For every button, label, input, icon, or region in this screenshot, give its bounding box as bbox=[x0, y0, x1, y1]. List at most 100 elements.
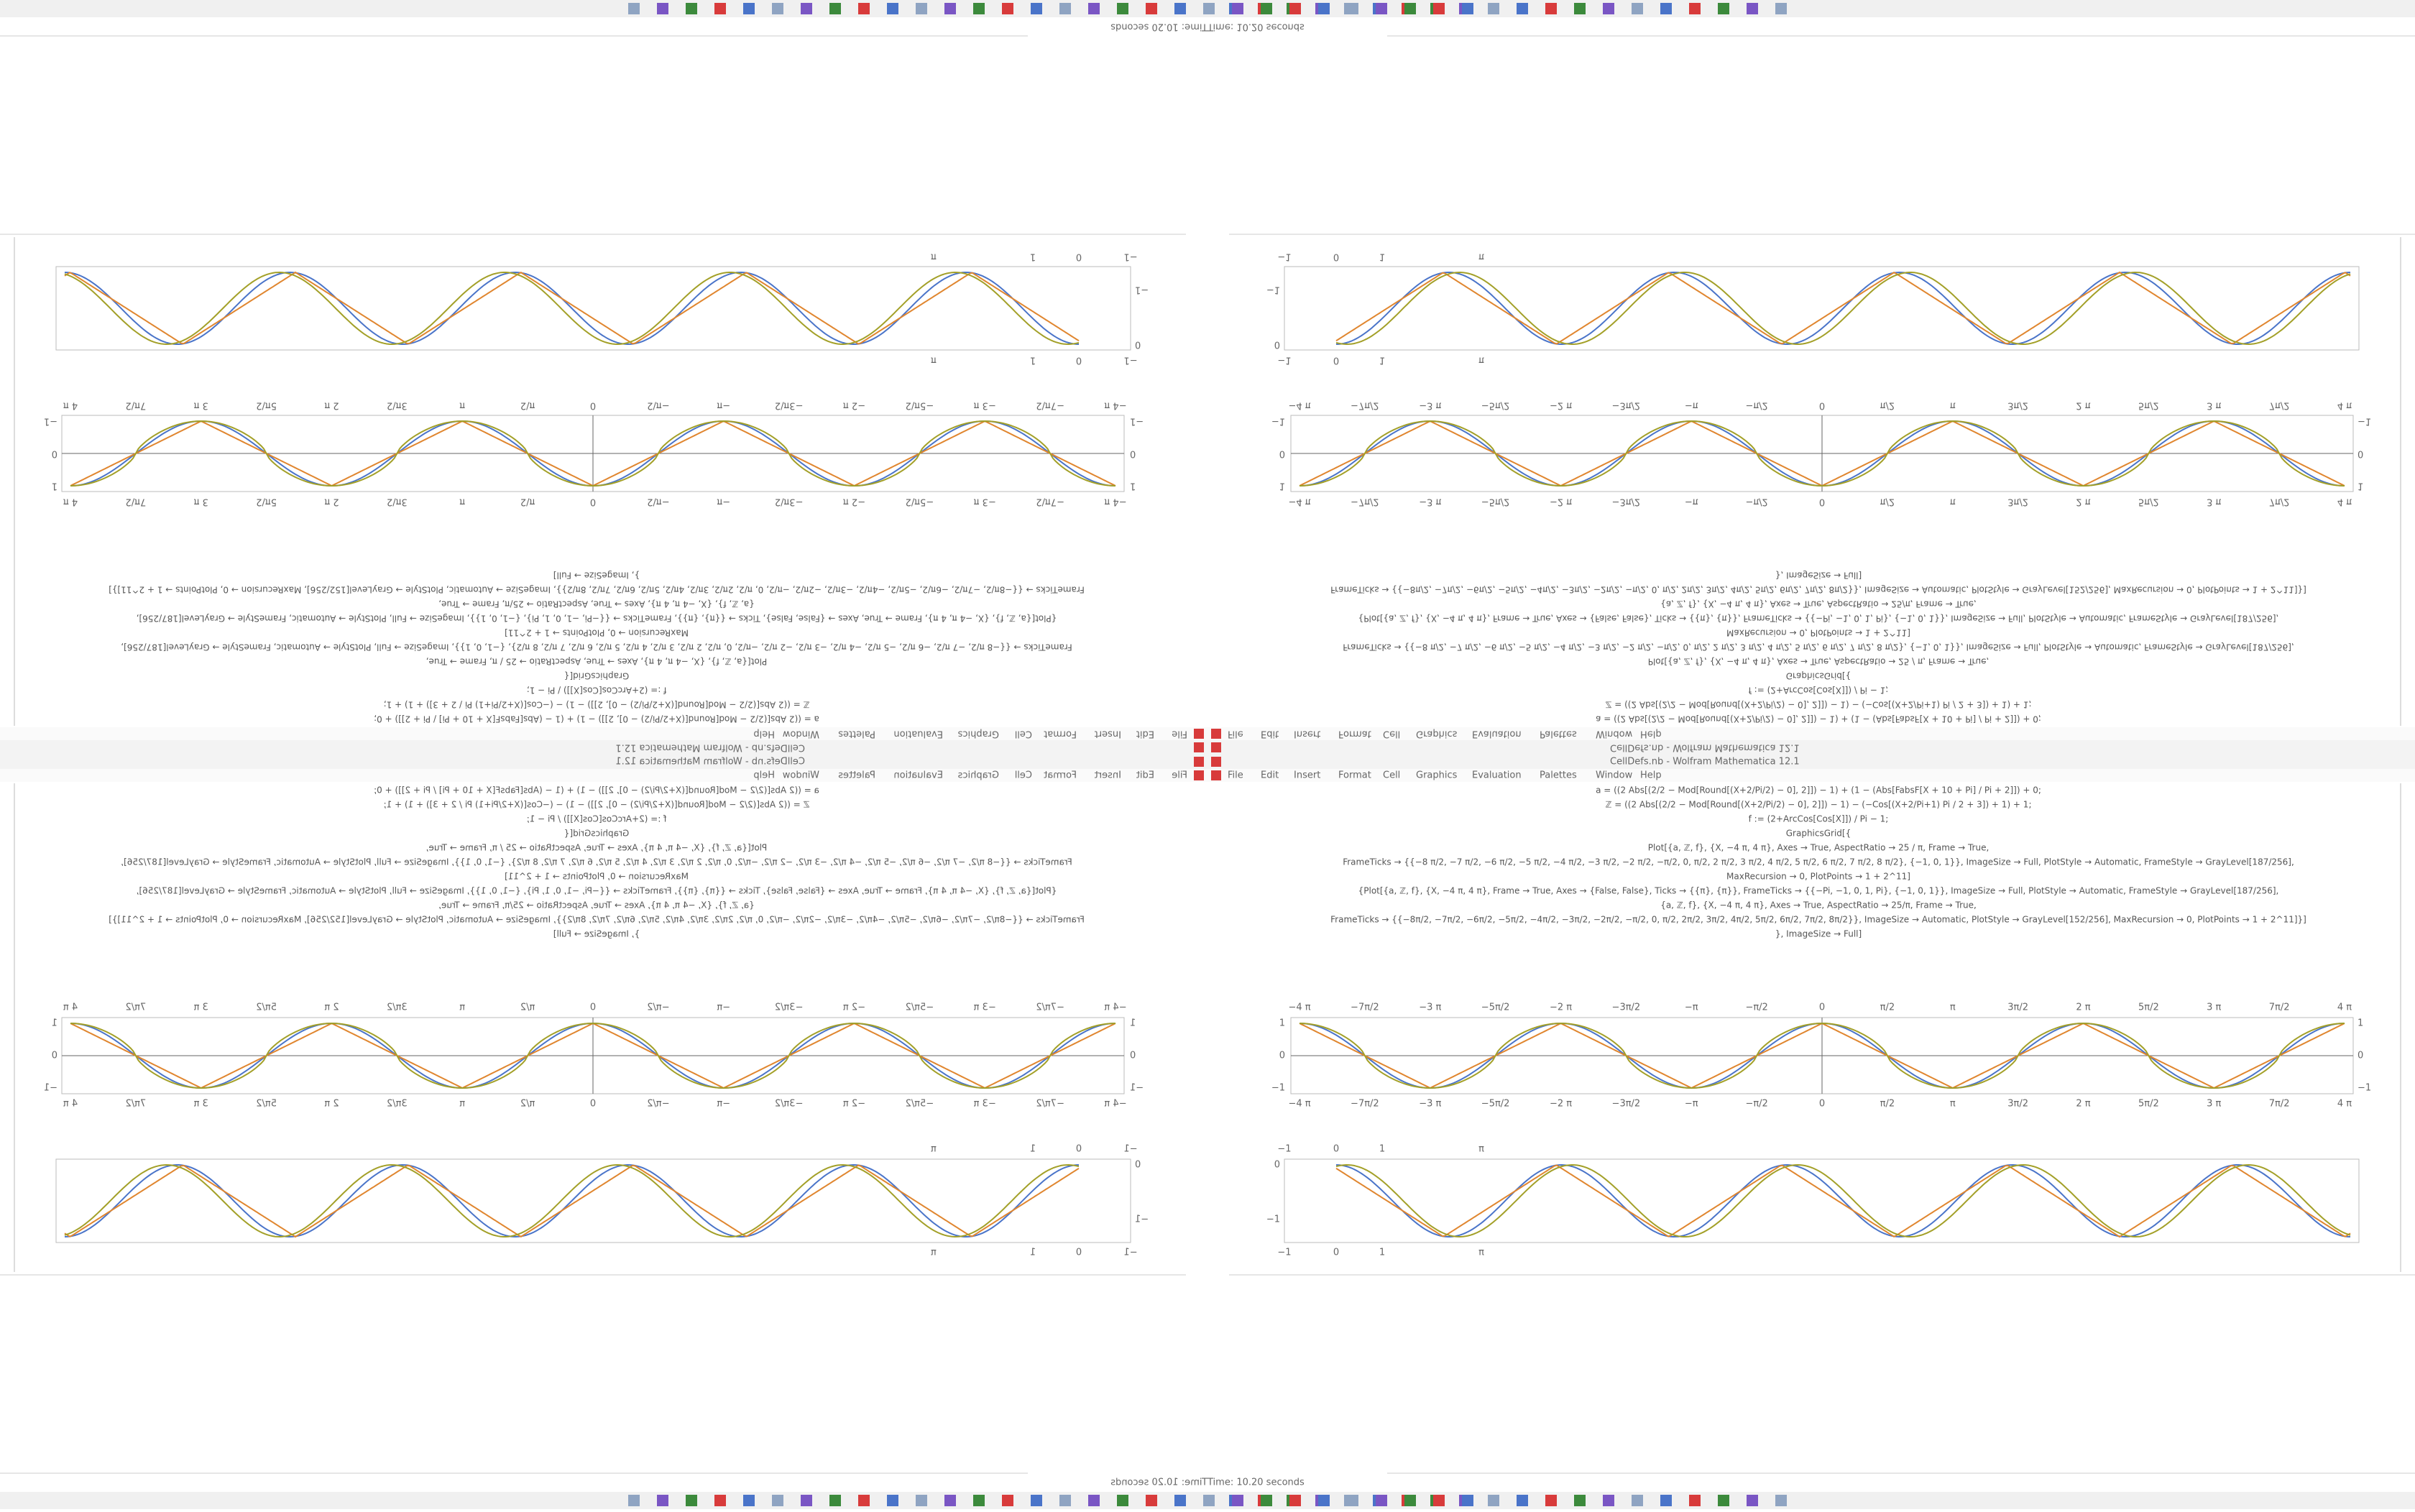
taskbar-icon[interactable] bbox=[1689, 1495, 1701, 1506]
taskbar-icon[interactable] bbox=[1517, 3, 1528, 14]
menu-item[interactable]: Help bbox=[753, 770, 775, 781]
taskbar-icon[interactable] bbox=[1433, 3, 1445, 14]
taskbar-icon[interactable] bbox=[1488, 3, 1499, 14]
menu-item[interactable]: Palettes bbox=[838, 770, 875, 781]
menu-item[interactable]: Evaluation bbox=[1472, 770, 1522, 781]
menu-icon[interactable] bbox=[1211, 770, 1221, 780]
close-btn[interactable] bbox=[1211, 757, 1221, 767]
taskbar-icon[interactable] bbox=[1289, 1495, 1301, 1506]
menu-item[interactable]: File bbox=[1228, 729, 1243, 739]
taskbar-icon[interactable] bbox=[1203, 3, 1215, 14]
taskbar-icon[interactable] bbox=[858, 3, 870, 14]
taskbar-icon[interactable] bbox=[1718, 3, 1729, 14]
menu-item[interactable]: Format bbox=[1338, 770, 1371, 781]
menu-item[interactable]: Graphics bbox=[1416, 770, 1458, 781]
menu-item[interactable]: Evaluation bbox=[1472, 729, 1522, 739]
taskbar-icon[interactable] bbox=[628, 1495, 640, 1506]
taskbar-icon[interactable] bbox=[1261, 3, 1272, 14]
taskbar-icon[interactable] bbox=[1031, 3, 1042, 14]
taskbar-icon[interactable] bbox=[772, 3, 783, 14]
close-btn[interactable] bbox=[1194, 757, 1204, 767]
taskbar-icon[interactable] bbox=[973, 3, 985, 14]
taskbar-icon[interactable] bbox=[1117, 3, 1128, 14]
menu-item[interactable]: Cell bbox=[1015, 770, 1032, 781]
taskbar-icon[interactable] bbox=[1632, 3, 1643, 14]
taskbar-icon[interactable] bbox=[1376, 3, 1387, 14]
menu-item[interactable]: Insert bbox=[1294, 770, 1320, 781]
taskbar-icon[interactable] bbox=[1059, 3, 1071, 14]
menu-item[interactable]: Format bbox=[1338, 729, 1371, 739]
taskbar-icon[interactable] bbox=[1232, 3, 1243, 14]
menu-item[interactable]: Window bbox=[1596, 770, 1633, 781]
taskbar-icon[interactable] bbox=[1488, 1495, 1499, 1506]
taskbar-icon[interactable] bbox=[657, 3, 668, 14]
menu-item[interactable]: Graphics bbox=[957, 729, 999, 739]
taskbar-icon[interactable] bbox=[1261, 1495, 1272, 1506]
taskbar-icon[interactable] bbox=[1174, 1495, 1186, 1506]
taskbar-icon[interactable] bbox=[1117, 1495, 1128, 1506]
taskbar-icon[interactable] bbox=[1747, 1495, 1758, 1506]
taskbar-icon[interactable] bbox=[1232, 1495, 1243, 1506]
menu-item[interactable]: Help bbox=[1640, 729, 1662, 739]
taskbar-icon[interactable] bbox=[1289, 3, 1301, 14]
taskbar-icon[interactable] bbox=[916, 1495, 927, 1506]
menu-item[interactable]: Insert bbox=[1095, 770, 1121, 781]
taskbar-icon[interactable] bbox=[1088, 3, 1100, 14]
taskbar-icon[interactable] bbox=[1574, 3, 1586, 14]
taskbar-icon[interactable] bbox=[1718, 1495, 1729, 1506]
taskbar-icon[interactable] bbox=[1347, 3, 1358, 14]
menu-item[interactable]: Palettes bbox=[838, 729, 875, 739]
menu-item[interactable]: Format bbox=[1044, 729, 1077, 739]
taskbar-icon[interactable] bbox=[1376, 1495, 1387, 1506]
taskbar-icon[interactable] bbox=[714, 1495, 726, 1506]
taskbar-icon[interactable] bbox=[829, 1495, 841, 1506]
menu-item[interactable]: File bbox=[1172, 770, 1187, 781]
taskbar-icon[interactable] bbox=[944, 3, 956, 14]
taskbar-icon[interactable] bbox=[686, 1495, 697, 1506]
taskbar-icon[interactable] bbox=[1002, 1495, 1013, 1506]
taskbar-icon[interactable] bbox=[1660, 3, 1672, 14]
menu-item[interactable]: Edit bbox=[1136, 770, 1154, 781]
taskbar-icon[interactable] bbox=[686, 3, 697, 14]
taskbar-icon[interactable] bbox=[1404, 3, 1416, 14]
taskbar-icon[interactable] bbox=[743, 1495, 755, 1506]
taskbar-icon[interactable] bbox=[1775, 3, 1787, 14]
taskbar-icon[interactable] bbox=[1747, 3, 1758, 14]
taskbar-icon[interactable] bbox=[1404, 1495, 1416, 1506]
taskbar-icon[interactable] bbox=[1002, 3, 1013, 14]
taskbar-icon[interactable] bbox=[772, 1495, 783, 1506]
menu-item[interactable]: Help bbox=[753, 729, 775, 739]
menu-item[interactable]: Graphics bbox=[1416, 729, 1458, 739]
taskbar-icon[interactable] bbox=[916, 3, 927, 14]
taskbar-icon[interactable] bbox=[1574, 1495, 1586, 1506]
menu-item[interactable]: Graphics bbox=[957, 770, 999, 781]
taskbar-icon[interactable] bbox=[1318, 3, 1330, 14]
menu-icon[interactable] bbox=[1211, 729, 1221, 739]
taskbar-icon[interactable] bbox=[801, 3, 812, 14]
menu-item[interactable]: Palettes bbox=[1540, 729, 1577, 739]
taskbar-icon[interactable] bbox=[1146, 3, 1157, 14]
taskbar-icon[interactable] bbox=[1603, 1495, 1614, 1506]
taskbar-icon[interactable] bbox=[887, 1495, 898, 1506]
taskbar-icon[interactable] bbox=[628, 3, 640, 14]
menu-item[interactable]: Window bbox=[782, 770, 819, 781]
taskbar-icon[interactable] bbox=[1174, 3, 1186, 14]
taskbar-icon[interactable] bbox=[1775, 1495, 1787, 1506]
menu-item[interactable]: Cell bbox=[1383, 729, 1400, 739]
menu-item[interactable]: Cell bbox=[1383, 770, 1400, 781]
menu-item[interactable]: Window bbox=[1596, 729, 1633, 739]
menu-item[interactable]: Palettes bbox=[1540, 770, 1577, 781]
taskbar-icon[interactable] bbox=[1318, 1495, 1330, 1506]
menu-item[interactable]: Cell bbox=[1015, 729, 1032, 739]
menu-item[interactable]: Edit bbox=[1136, 729, 1154, 739]
taskbar-icon[interactable] bbox=[1603, 3, 1614, 14]
menu-item[interactable]: Window bbox=[782, 729, 819, 739]
close-btn[interactable] bbox=[1211, 742, 1221, 752]
taskbar-icon[interactable] bbox=[1059, 1495, 1071, 1506]
taskbar-icon[interactable] bbox=[1462, 3, 1473, 14]
taskbar-icon[interactable] bbox=[657, 1495, 668, 1506]
menu-item[interactable]: Insert bbox=[1294, 729, 1320, 739]
taskbar-icon[interactable] bbox=[1088, 1495, 1100, 1506]
taskbar-icon[interactable] bbox=[743, 3, 755, 14]
menu-item[interactable]: Help bbox=[1640, 770, 1662, 781]
